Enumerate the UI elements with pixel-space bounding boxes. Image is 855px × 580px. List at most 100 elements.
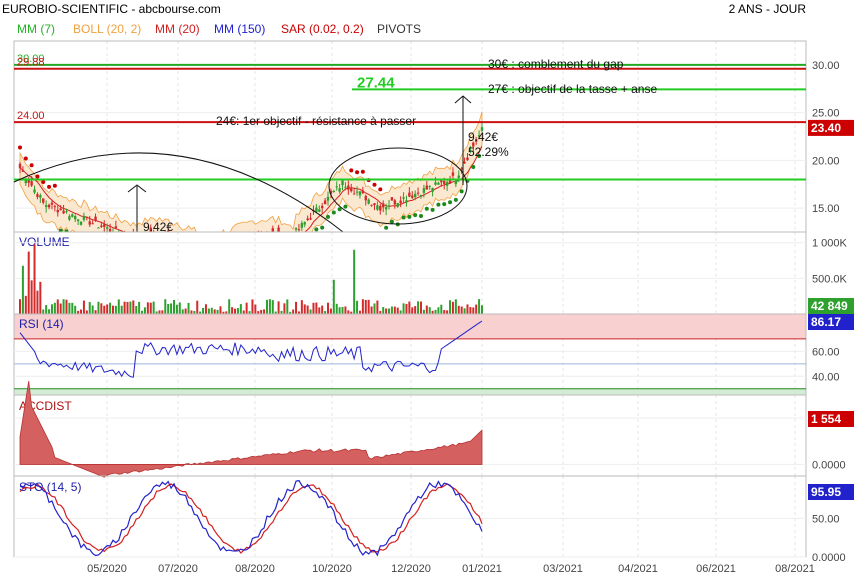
sar-dot — [192, 261, 196, 265]
sar-dot — [448, 200, 453, 205]
annotation-depth-2: 9.42€ — [468, 130, 498, 144]
candle-body — [320, 205, 324, 209]
sar-dot — [82, 235, 86, 239]
candle-body — [297, 229, 301, 231]
candle-body — [42, 198, 45, 203]
volume-bar — [59, 303, 62, 314]
volume-bar — [460, 306, 463, 314]
candle-body — [108, 228, 112, 232]
candle-body — [382, 203, 385, 208]
sar-dot — [146, 255, 150, 259]
sar-dot — [152, 254, 156, 258]
rsi-label: RSI (14) — [19, 317, 64, 331]
volume-bar — [318, 307, 321, 314]
sar-dot — [111, 251, 115, 255]
volume-bar — [170, 303, 173, 314]
candle-body — [30, 181, 33, 186]
rsi-oversold-zone — [14, 388, 806, 395]
accdist-last-value: 1 554 — [811, 412, 841, 426]
sar-dot — [349, 168, 354, 173]
volume-bar — [80, 309, 83, 314]
sar-dot — [134, 259, 138, 263]
volume-bar — [356, 300, 359, 314]
sar-dot — [128, 258, 132, 262]
volume-bar — [449, 300, 452, 314]
volume-bar — [329, 308, 332, 314]
candle-body — [294, 228, 298, 230]
rsi-last-value: 86.17 — [811, 315, 841, 329]
volume-bar — [74, 305, 77, 314]
volume-bar — [361, 299, 364, 314]
candle-body — [428, 186, 431, 188]
volume-bar — [94, 310, 97, 314]
candle-body — [384, 207, 388, 210]
volume-value-box — [808, 298, 854, 314]
y-tick-label: 0.0000 — [812, 459, 846, 471]
candle-body — [289, 240, 291, 241]
volume-bar — [138, 301, 141, 314]
rsi-value-box — [808, 314, 854, 330]
volume-bar — [234, 308, 237, 314]
candle-body — [248, 234, 250, 236]
sar-dot — [372, 182, 377, 187]
candle-body — [286, 236, 288, 238]
volume-bar — [434, 309, 437, 314]
candle-body — [361, 190, 365, 194]
y-tick-label: 0.0000 — [812, 552, 846, 564]
volume-bar — [129, 301, 132, 314]
volume-bar — [135, 306, 138, 314]
volume-bar — [379, 311, 382, 314]
volume-bar — [111, 305, 114, 314]
sar-dot — [268, 252, 272, 256]
candle-body — [422, 188, 426, 193]
volume-bar — [385, 308, 388, 314]
volume-bar — [478, 299, 481, 314]
sar-dot — [309, 237, 313, 241]
candle-body — [237, 234, 239, 238]
candle-body — [344, 186, 347, 188]
volume-bar — [260, 309, 263, 314]
volume-bar — [45, 305, 48, 314]
sar-dot — [256, 255, 260, 259]
candle-body — [74, 216, 77, 220]
sar-dot — [163, 252, 167, 256]
sar-dot — [187, 261, 191, 265]
volume-bar — [91, 305, 94, 314]
volume-bar — [411, 307, 414, 314]
candle-body — [202, 248, 204, 249]
candle-body — [332, 191, 336, 193]
candle-body — [222, 246, 224, 250]
candle-body — [373, 203, 376, 206]
candle-body — [443, 180, 446, 184]
candle-body — [132, 233, 134, 236]
volume-bar — [187, 302, 190, 314]
sto-value-box — [808, 484, 854, 500]
x-tick-label: 04/2021 — [618, 563, 658, 575]
candle-body — [36, 194, 39, 198]
candle-body — [91, 223, 94, 225]
candle-body — [266, 235, 268, 237]
volume-bar — [335, 303, 338, 314]
sar-dot — [99, 244, 103, 248]
candle-body — [457, 175, 460, 178]
sar-dot — [291, 263, 295, 267]
sar-dot — [389, 219, 394, 224]
volume-bar — [425, 305, 428, 314]
price-value-box — [808, 119, 854, 136]
volume-bar — [65, 299, 68, 314]
volume-bar — [120, 305, 123, 314]
volume-bar — [353, 249, 356, 314]
sar-dot — [424, 206, 429, 211]
sar-dot — [378, 187, 383, 192]
volume-bar — [286, 299, 289, 314]
candle-body — [225, 249, 227, 250]
volume-bar — [231, 307, 234, 314]
sto-main-line — [19, 479, 483, 557]
sar-dot — [430, 207, 435, 212]
volume-bar — [42, 309, 45, 314]
candle-body — [62, 210, 65, 214]
volume-bar — [155, 311, 158, 314]
volume-bar — [190, 310, 193, 314]
sar-dot — [436, 202, 441, 207]
sar-dot — [303, 240, 307, 244]
